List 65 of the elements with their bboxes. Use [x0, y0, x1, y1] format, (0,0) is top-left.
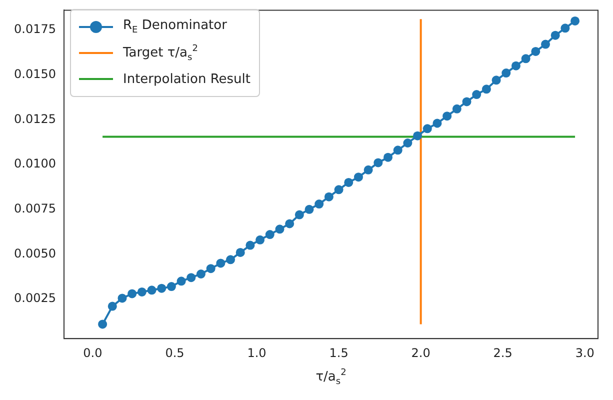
- point: [384, 152, 393, 162]
- point: [324, 192, 334, 202]
- x-tick-label: 2.5: [493, 346, 512, 360]
- point: [452, 104, 462, 114]
- point: [176, 276, 186, 286]
- point: [560, 24, 570, 33]
- point: [531, 46, 540, 56]
- point: [472, 90, 482, 100]
- point: [304, 204, 314, 214]
- point: [422, 124, 432, 134]
- point: [334, 185, 344, 194]
- point: [344, 178, 354, 187]
- legend-label: Interpolation Result: [123, 72, 250, 86]
- point: [442, 112, 452, 121]
- point: [118, 294, 127, 303]
- point: [275, 224, 284, 234]
- point: [108, 302, 117, 311]
- x-tick-label: 0.5: [165, 346, 184, 360]
- point: [374, 158, 383, 168]
- point: [354, 172, 363, 182]
- y-tick-label: 0.0025: [14, 291, 56, 306]
- point: [403, 138, 412, 148]
- y-tick-label: 0.0125: [14, 112, 56, 126]
- point: [482, 84, 491, 94]
- point: [285, 219, 294, 228]
- point: [137, 287, 146, 296]
- point: [393, 146, 402, 155]
- point: [511, 61, 520, 70]
- point: [432, 118, 442, 128]
- point: [521, 54, 530, 64]
- point: [541, 40, 550, 49]
- point: [294, 210, 304, 220]
- point: [246, 240, 255, 250]
- point: [166, 282, 176, 292]
- x-tick-label: 0.0: [83, 346, 102, 360]
- point: [98, 320, 108, 329]
- y-tick-label: 0.0075: [14, 202, 56, 216]
- point: [462, 97, 472, 106]
- point: [186, 273, 196, 282]
- point: [157, 284, 166, 293]
- point: [128, 289, 137, 298]
- legend-label: R$_{E}$ Denominator: [123, 18, 227, 36]
- y-tick-label: 0.0050: [14, 246, 56, 260]
- point: [256, 235, 265, 244]
- point: [570, 16, 580, 26]
- x-tick-label: 3.0: [575, 346, 594, 360]
- point: [550, 30, 560, 40]
- y-tick-label: 0.0100: [14, 156, 56, 171]
- y-tick-label: 0.0150: [14, 66, 56, 81]
- point: [265, 230, 274, 240]
- point: [226, 255, 236, 264]
- point: [502, 68, 511, 78]
- x-tick-label: 1.0: [247, 346, 266, 360]
- point: [314, 200, 324, 209]
- point: [236, 248, 245, 257]
- point: [492, 76, 501, 85]
- point: [364, 165, 373, 174]
- point: [413, 131, 422, 140]
- point: [206, 264, 216, 274]
- point: [196, 269, 206, 278]
- point: [216, 258, 226, 268]
- x-tick-label: 1.5: [329, 346, 348, 360]
- x-tick-label: 2.0: [411, 346, 430, 360]
- point: [147, 286, 156, 295]
- y-tick-label: 0.0175: [14, 22, 56, 36]
